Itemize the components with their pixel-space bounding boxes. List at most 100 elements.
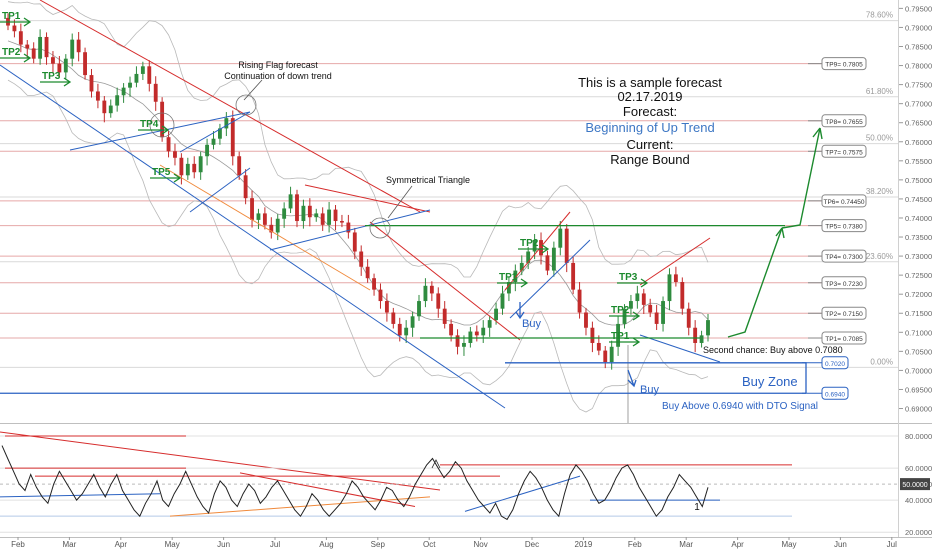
candle-body bbox=[500, 293, 505, 309]
tp-box-label: TP1= 0.7085 bbox=[825, 336, 863, 343]
down-channel-lower bbox=[0, 64, 506, 409]
forecast-date: 02.17.2019 bbox=[617, 89, 683, 104]
forecast-label: Forecast: bbox=[622, 104, 678, 119]
price-tick-label: 0.72500 bbox=[905, 271, 932, 280]
tp-box bbox=[821, 249, 867, 263]
fib-level-label: 23.60% bbox=[866, 252, 893, 261]
time-axis-label: Jul bbox=[887, 540, 897, 549]
candle-body bbox=[269, 224, 274, 233]
candle-body bbox=[179, 157, 184, 176]
candle-body bbox=[673, 274, 678, 282]
time-axis-label: Jun bbox=[217, 540, 230, 549]
rising-flag-label: Rising Flag forecast bbox=[238, 60, 318, 70]
price-tick-label: 0.78500 bbox=[905, 42, 932, 51]
candle-body bbox=[12, 25, 17, 32]
candle-body bbox=[429, 285, 434, 294]
triangle-label: Symmetrical Triangle bbox=[385, 175, 471, 185]
fib-level-label: 50.00% bbox=[866, 134, 893, 143]
time-axis-label: Apr bbox=[115, 540, 128, 549]
price-tick-label: 0.71500 bbox=[905, 309, 932, 318]
candle-body bbox=[230, 118, 235, 157]
time-axis-label: Mar bbox=[679, 540, 693, 549]
forecast-title: This is a sample forecast bbox=[578, 75, 722, 90]
tp-box bbox=[821, 144, 867, 158]
candle-body bbox=[404, 327, 409, 336]
buy-above-label: Buy Above 0.6940 with DTO Signal bbox=[662, 401, 819, 412]
candle-body bbox=[262, 213, 267, 225]
tp-box-label: TP9= 0.7805 bbox=[825, 62, 863, 69]
fib-level-label: 78.60% bbox=[866, 11, 893, 20]
time-axis-label: Aug bbox=[319, 540, 333, 549]
price-tick-label: 0.75000 bbox=[905, 176, 932, 185]
price-tick-label: 0.74500 bbox=[905, 195, 932, 204]
candle-body bbox=[166, 137, 171, 152]
price-tick-label: 0.74000 bbox=[905, 214, 932, 223]
price-tick-label: 0.78000 bbox=[905, 62, 932, 71]
tp-arrow bbox=[150, 173, 182, 183]
tp-box-label: TP6= 0.74450 bbox=[823, 199, 864, 206]
time-axis-label: May bbox=[781, 540, 796, 549]
tp-arrow bbox=[617, 278, 649, 288]
candle-body bbox=[616, 323, 621, 347]
tp-box-label: TP8= 0.7655 bbox=[825, 119, 863, 126]
tp-box-label: TP5= 0.7380 bbox=[825, 224, 863, 231]
continuation-label: Continuation of down trend bbox=[224, 71, 332, 81]
time-axis-label: Feb bbox=[628, 540, 642, 549]
candle-body bbox=[359, 251, 364, 267]
candle-body bbox=[128, 82, 132, 88]
orange-trendline bbox=[159, 164, 371, 291]
candle-body bbox=[654, 312, 659, 324]
pattern-circle bbox=[369, 217, 391, 239]
tp-box-label: TP2= 0.7150 bbox=[825, 311, 863, 318]
buy-label-1: Buy bbox=[522, 318, 541, 330]
pattern-circle bbox=[235, 94, 257, 116]
candle-body bbox=[365, 266, 370, 279]
candle-body bbox=[462, 342, 466, 347]
tp-arrow-label: TP1 bbox=[2, 11, 21, 22]
candle-body bbox=[38, 36, 43, 59]
candle-body bbox=[205, 144, 210, 157]
time-axis-label: Oct bbox=[423, 540, 436, 549]
candle-body bbox=[391, 312, 396, 324]
tp-box-label: 0.6940 bbox=[825, 391, 845, 398]
candle-body bbox=[596, 342, 601, 351]
candle-body bbox=[397, 323, 402, 336]
red-break-line bbox=[369, 221, 521, 341]
candle-body bbox=[160, 101, 165, 138]
candle-body bbox=[320, 213, 325, 225]
candle-body bbox=[590, 327, 595, 343]
tp-arrow-label: TP2 bbox=[520, 238, 539, 249]
tp-arrow-label: TP1 bbox=[499, 272, 518, 283]
candle-body bbox=[487, 320, 492, 328]
candle-body bbox=[147, 66, 152, 84]
buy-label-2: Buy bbox=[640, 384, 659, 396]
candle-body bbox=[474, 331, 479, 336]
triangle-upper bbox=[304, 184, 431, 213]
candle-body bbox=[31, 48, 36, 59]
pattern-circle bbox=[149, 112, 175, 138]
candle-body bbox=[95, 91, 100, 101]
candle-body bbox=[551, 247, 556, 271]
candle-body bbox=[185, 163, 190, 176]
candle-body bbox=[250, 198, 254, 220]
price-tick-label: 0.77500 bbox=[905, 81, 932, 90]
rsi-down-trendline bbox=[0, 431, 441, 491]
rising-flag-lower bbox=[189, 167, 251, 213]
price-tick-label: 0.76000 bbox=[905, 138, 932, 147]
candle-body bbox=[558, 228, 563, 248]
price-tick-label: 0.73000 bbox=[905, 252, 932, 261]
rsi-line bbox=[1, 445, 709, 521]
tp-arrow-label: TP3 bbox=[42, 71, 61, 82]
candle-body bbox=[410, 316, 415, 328]
lower-band bbox=[7, 79, 709, 413]
second-chance-label: Second chance: Buy above 0.7080 bbox=[703, 345, 843, 355]
tp-box bbox=[821, 356, 849, 370]
candle-body bbox=[648, 304, 653, 313]
buy-zone-box bbox=[0, 362, 807, 394]
time-axis-label: Mar bbox=[63, 540, 77, 549]
candle-body bbox=[121, 87, 126, 96]
tp-arrow bbox=[609, 337, 641, 347]
candle-body bbox=[307, 205, 312, 218]
tp-arrow-label: TP4 bbox=[140, 119, 159, 130]
